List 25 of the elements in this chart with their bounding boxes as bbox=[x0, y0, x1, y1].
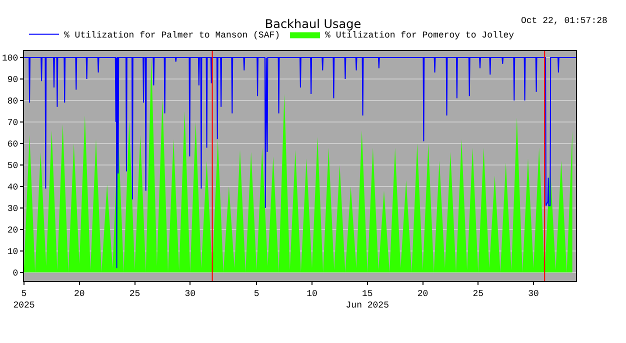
x-tick-label: 30 bbox=[528, 288, 539, 299]
y-tick-label: 90 bbox=[7, 75, 18, 86]
chart-title: Backhaul Usage bbox=[264, 17, 362, 32]
y-tick-label: 10 bbox=[7, 247, 18, 258]
y-tick-label: 80 bbox=[7, 96, 18, 107]
y-tick-label: 30 bbox=[7, 204, 18, 214]
legend-label: % Utilization for Pomeroy to Jolley bbox=[325, 30, 515, 41]
x-tick-label: 15 Jun 2025 bbox=[346, 288, 389, 310]
x-tick-label: 25 bbox=[129, 288, 140, 299]
y-tick-label: 20 bbox=[7, 226, 18, 236]
x-tick-label: 5 bbox=[254, 288, 260, 299]
x-tick-label: 20 bbox=[74, 288, 85, 299]
y-tick-label: 0 bbox=[12, 268, 18, 279]
y-tick-label: 50 bbox=[7, 161, 18, 172]
text: Oct 22, 01:57:28 bbox=[521, 16, 608, 26]
x-tick-label: 20 bbox=[417, 288, 428, 299]
y-tick-label: 70 bbox=[7, 118, 18, 128]
x-tick-label: 10 bbox=[306, 288, 318, 299]
y-tick-label: 100 bbox=[2, 54, 18, 64]
y-tick-label: 60 bbox=[7, 140, 18, 150]
legend-label: % Utilization for Palmer to Manson (SAF) bbox=[64, 30, 280, 41]
x-tick-label: 25 bbox=[472, 288, 484, 299]
y-tick-label: 40 bbox=[7, 182, 18, 193]
x-tick-label: 5 2025 bbox=[13, 288, 35, 310]
x-tick-label: 30 bbox=[184, 288, 196, 299]
